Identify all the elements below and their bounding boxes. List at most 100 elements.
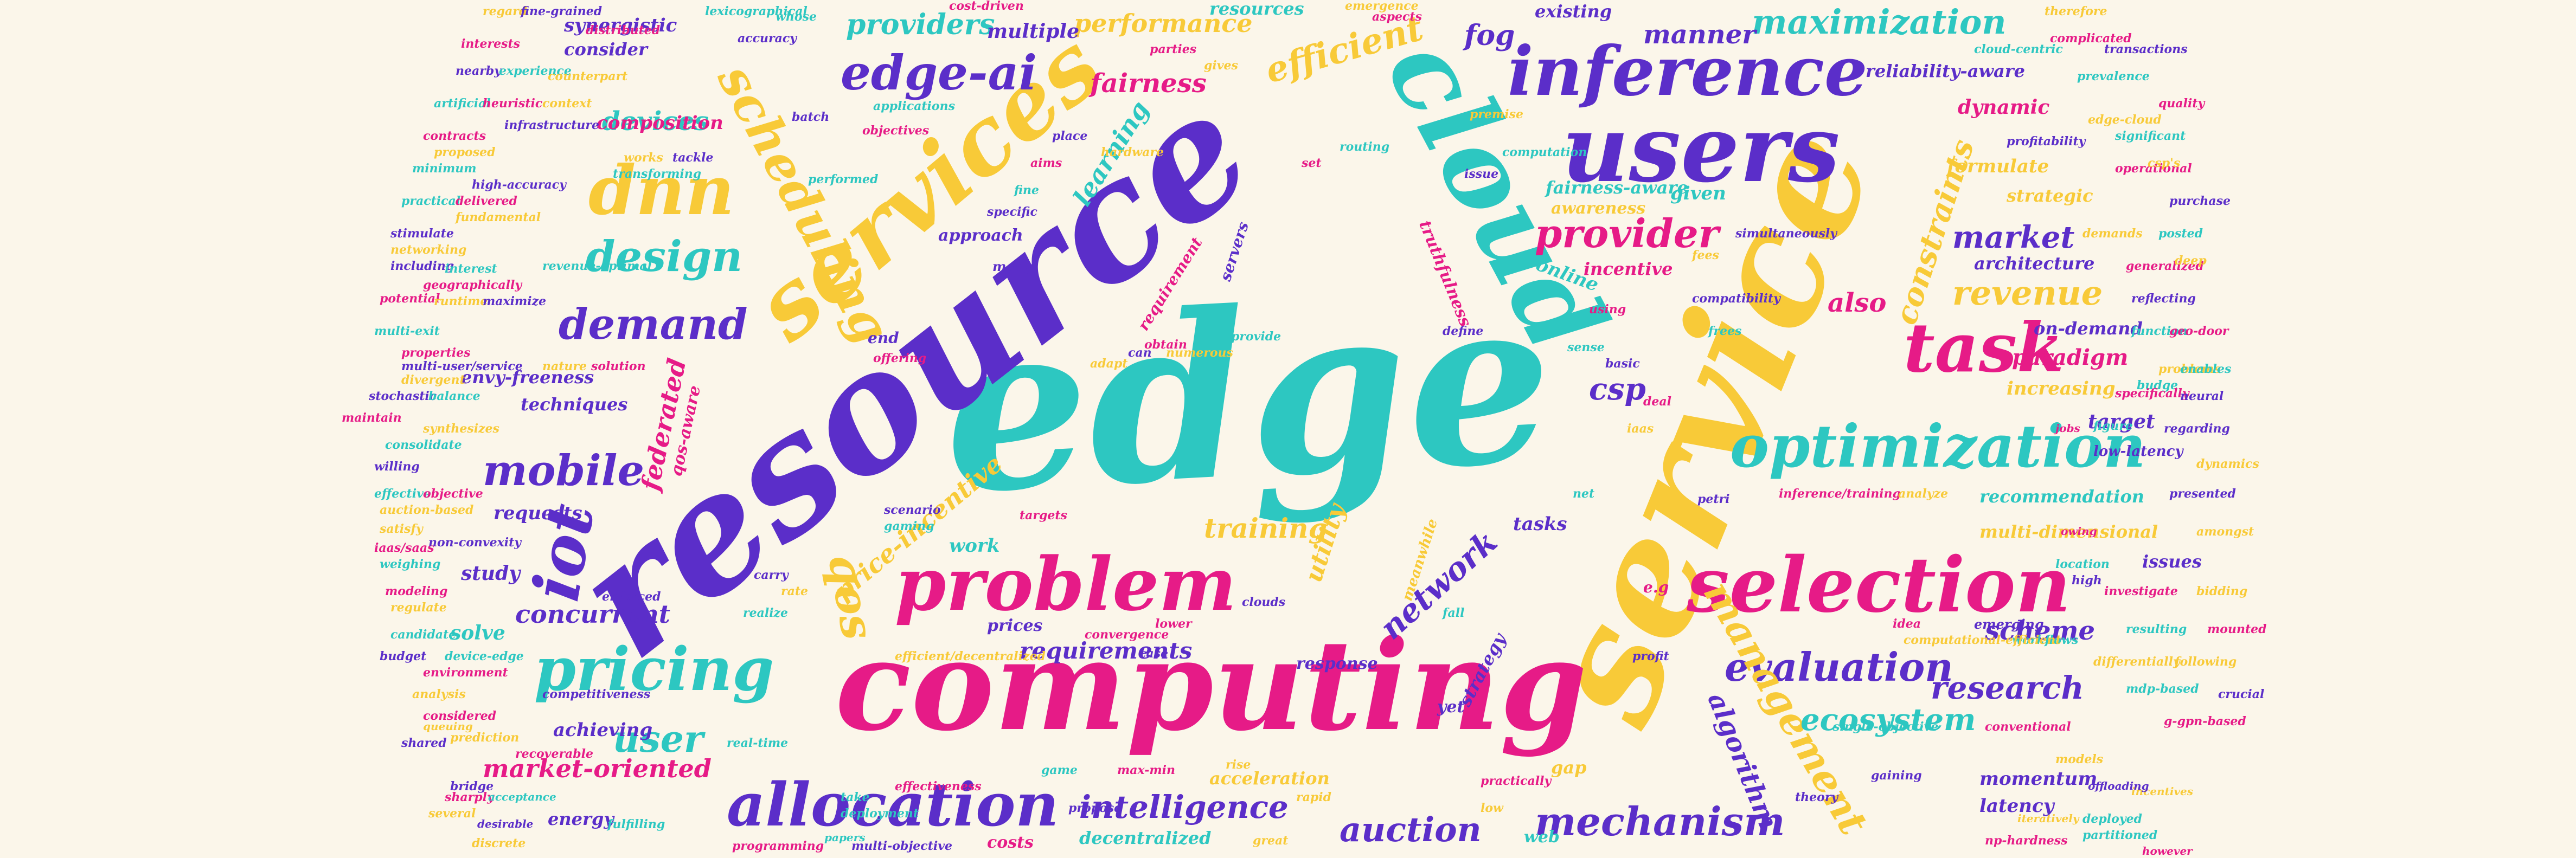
- word-minimum: minimum: [412, 162, 477, 176]
- word-dynamic: dynamic: [1958, 96, 2050, 119]
- word-providers: providers: [846, 8, 995, 41]
- word-costs: costs: [987, 833, 1034, 852]
- word-shared: shared: [401, 736, 447, 750]
- word-works: works: [624, 151, 663, 165]
- word-programming: programming: [732, 839, 824, 853]
- word-mobile: mobile: [483, 446, 644, 495]
- word-fairness-aware: fairness-aware: [1546, 177, 1688, 198]
- word-posted: posted: [2158, 227, 2203, 241]
- word-devices: devices: [602, 106, 709, 137]
- word-gives: gives: [1204, 59, 1238, 73]
- word-existing: existing: [1535, 1, 1612, 22]
- word-lower: lower: [1155, 617, 1192, 631]
- word-task: task: [1904, 308, 2064, 388]
- word-market: market: [1952, 220, 2075, 255]
- word-requests: requests: [494, 502, 582, 524]
- word-csps: csp's: [2148, 156, 2181, 170]
- word-counterpart: counterpart: [548, 69, 628, 83]
- word-infrastructure: infrastructure: [504, 118, 599, 132]
- word-fulfilling: fulfilling: [607, 817, 665, 831]
- word-nature: nature: [542, 359, 587, 373]
- word-synergistic: synergistic: [564, 15, 677, 36]
- word-workflows: workflows: [2012, 633, 2079, 647]
- word-mechanism: mechanism: [1535, 798, 1785, 844]
- word-convergence: convergence: [1085, 628, 1169, 642]
- word-theory: theory: [1795, 790, 1838, 804]
- word-deployment: deployment: [841, 807, 919, 821]
- word-gap: gap: [1551, 757, 1587, 778]
- word-targets: targets: [1020, 508, 1067, 522]
- word-auction-based: auction-based: [380, 503, 474, 517]
- word-following: following: [2175, 655, 2237, 669]
- word-owing: owing: [2061, 525, 2097, 538]
- word-demand: demand: [559, 300, 748, 349]
- word-iaas: iaas: [1627, 422, 1654, 436]
- word-increasing: increasing: [2007, 378, 2116, 399]
- word-low-latency: low-latency: [2093, 443, 2183, 460]
- word-resulting: resulting: [2126, 622, 2187, 636]
- word-regarding: regarding: [2164, 422, 2230, 436]
- word-issues: issues: [2142, 551, 2202, 572]
- word-revenue-optimal: revenue-optimal: [542, 259, 652, 273]
- word-gaining: gaining: [1871, 769, 1922, 783]
- word-concurrent: concurrent: [515, 599, 671, 629]
- word-iteratively: iteratively: [2017, 812, 2079, 825]
- word-candidate: candidate: [390, 628, 457, 642]
- word-prices: prices: [987, 616, 1043, 635]
- word-rate: rate: [781, 584, 809, 598]
- word-regulate: regulate: [390, 601, 447, 615]
- word-pricing: pricing: [534, 634, 774, 704]
- word-approach: approach: [938, 226, 1023, 245]
- word-multi-dimensional: multi-dimensional: [1979, 521, 2158, 542]
- word-inference: inference: [1508, 32, 1868, 111]
- word-specifically: specifically: [2115, 386, 2189, 401]
- word-selection: selection: [1687, 541, 2071, 630]
- word-resources: resources: [1209, 0, 1304, 19]
- word-compatibility: compatibility: [1692, 292, 1780, 306]
- word-stochastic: stochastic: [369, 389, 437, 403]
- word-quality: quality: [2158, 96, 2205, 111]
- word-deep: deep: [2175, 254, 2207, 268]
- word-manner: manner: [1643, 20, 1756, 50]
- word-revenue: revenue: [1952, 273, 2103, 313]
- word-prevalence: prevalence: [2077, 69, 2150, 83]
- word-place: place: [1052, 129, 1088, 143]
- word-transforming: transforming: [613, 167, 702, 181]
- word-tackle: tackle: [672, 151, 714, 165]
- word-specific: specific: [987, 205, 1037, 219]
- word-regard: regard: [483, 4, 528, 18]
- word-budget: budget: [380, 649, 427, 663]
- word-study: study: [461, 562, 521, 585]
- word-composition: composition: [597, 112, 723, 134]
- word-aims: aims: [1030, 156, 1062, 170]
- word-performed: performed: [808, 172, 879, 186]
- word-hardware: hardware: [1101, 145, 1164, 159]
- word-parties: parties: [1150, 42, 1197, 56]
- word-take: take: [841, 790, 870, 804]
- word-edge-ai: edge-ai: [841, 44, 1037, 101]
- word-experience: experience: [499, 64, 572, 78]
- word-g-gpn-based: g-gpn-based: [2164, 714, 2246, 728]
- word-context: context: [542, 96, 592, 111]
- word-emerging: emerging: [1974, 616, 2044, 632]
- word-iaas-saas: iaas/saas: [374, 541, 434, 555]
- word-auction: auction: [1340, 810, 1482, 849]
- word-effective: effective: [374, 487, 431, 501]
- word-architecture: architecture: [1974, 253, 2095, 274]
- word-discrete: discrete: [472, 836, 526, 850]
- word-analyze: analyze: [1898, 487, 1949, 501]
- word-on-demand: on-demand: [2034, 318, 2143, 339]
- word-computation: computation: [1502, 145, 1587, 159]
- word-mounted: mounted: [2207, 622, 2267, 636]
- word-inference-training: inference/training: [1779, 487, 1901, 501]
- word-willing: willing: [374, 460, 420, 474]
- word-obtain: obtain: [1144, 338, 1187, 352]
- word-environment: environment: [423, 666, 508, 680]
- word-market-oriented: market-oriented: [483, 754, 712, 783]
- word-lexicographical: lexicographical: [705, 4, 808, 18]
- word-queuing: queuing: [423, 720, 473, 733]
- word-cost-driven: cost-driven: [949, 0, 1024, 13]
- word-balance: balance: [428, 389, 480, 403]
- word-maximize: maximize: [483, 294, 547, 308]
